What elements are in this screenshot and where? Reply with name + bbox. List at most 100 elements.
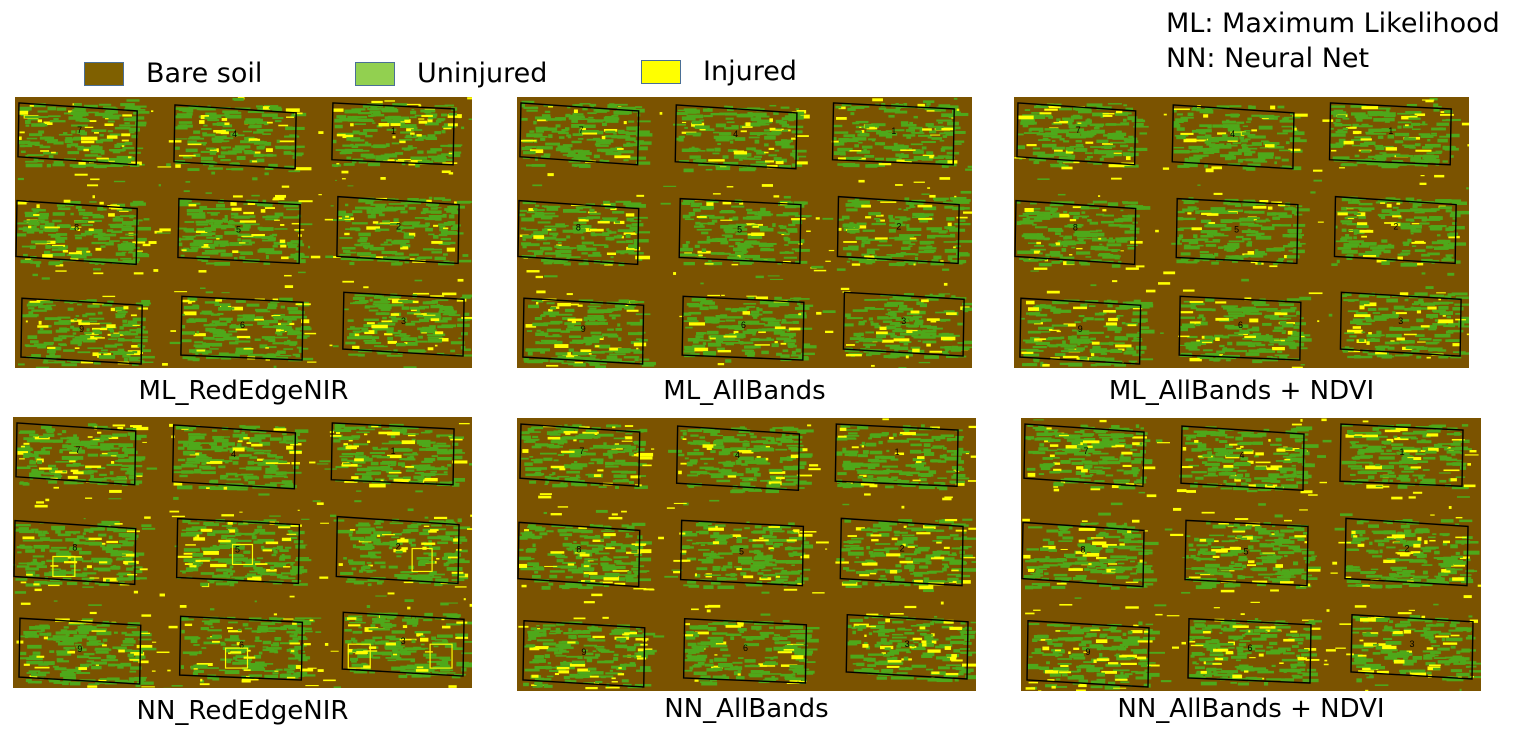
caption-ml-allbands-ndvi: ML_AllBands + NDVI: [1108, 376, 1375, 406]
plot-outline: [1187, 617, 1312, 684]
plot-label: 3: [901, 316, 906, 326]
plot-outline: [831, 102, 955, 166]
plot-outline: [178, 615, 304, 681]
plot-outline: [522, 297, 645, 365]
sample-box: [231, 543, 254, 566]
bare-soil-swatch: [84, 61, 124, 86]
plot-label: 9: [79, 324, 84, 334]
plot-label: 2: [1404, 543, 1409, 553]
plot-outline: [1014, 199, 1137, 266]
plot-label: 2: [900, 543, 905, 553]
classification-map: 7 4 1 8 5 2 9 6 3: [13, 417, 472, 688]
plot-outline: [173, 104, 297, 170]
abbrev-nn: NN: Neural Net: [1166, 43, 1370, 74]
plot-outline: [331, 102, 455, 166]
plot-outline: [839, 517, 964, 587]
legend-label-injured: Injured: [703, 56, 797, 87]
plot-outline: [180, 295, 304, 361]
plot-outline: [842, 291, 965, 357]
plot-label: 6: [240, 320, 245, 330]
panel-nn-allbands-ndvi: 7 4 1 8 5 2 9 6 3: [1021, 418, 1481, 691]
plot-label: 4: [733, 129, 738, 139]
legend-injured: Injured: [641, 56, 797, 87]
plot-outline: [1019, 297, 1142, 365]
plot-outline: [17, 102, 138, 166]
plot-outline: [177, 197, 301, 265]
plot-label: 1: [391, 126, 396, 136]
plot-label: 5: [236, 224, 241, 234]
classification-map: 7 4 1 8 5 2 9 6 3: [517, 418, 976, 691]
plot-outline: [1344, 517, 1469, 587]
plot-label: 2: [396, 221, 401, 231]
plot-outline: [1175, 197, 1299, 265]
plot-outline: [681, 295, 805, 361]
legend-bare-soil: Bare soil: [84, 58, 262, 89]
plot-label: 5: [739, 546, 744, 556]
plot-outline: [1333, 195, 1457, 265]
plot-label: 9: [581, 647, 586, 657]
panel-ml-allbands: 7 4 1 8 5 2 9 6 3: [517, 97, 972, 368]
plot-outline: [1339, 291, 1462, 357]
plot-outline: [522, 619, 646, 688]
plot-label: 9: [77, 644, 82, 654]
plot-outline: [20, 297, 143, 365]
plot-outline: [175, 517, 301, 585]
plot-label: 4: [735, 450, 740, 460]
plot-outline: [836, 195, 960, 265]
plot-outline: [15, 199, 138, 266]
plot-label: 8: [1080, 544, 1085, 554]
plot-label: 1: [891, 126, 896, 136]
vegetation-texture: [1014, 97, 1469, 368]
plot-outline: [1180, 425, 1305, 492]
plot-outline: [1023, 423, 1145, 488]
caption-ml-rededgenir: ML_RedEdgeNIR: [138, 376, 349, 406]
plot-outline: [1339, 423, 1464, 487]
plot-outline: [330, 422, 455, 486]
plot-label: 8: [1073, 222, 1078, 232]
plot-label: 7: [579, 125, 584, 135]
plot-label: 1: [1399, 447, 1404, 457]
plot-outline: [678, 197, 802, 265]
plot-label: 3: [1409, 639, 1414, 649]
plot-outline: [336, 195, 460, 265]
plot-label: 7: [77, 125, 82, 135]
plot-label: 2: [896, 221, 901, 231]
plot-label: 1: [391, 446, 396, 456]
caption-ml-allbands: ML_AllBands: [663, 376, 826, 406]
plot-outline: [517, 521, 641, 588]
plot-outline: [18, 617, 142, 685]
plot-label: 8: [74, 222, 79, 232]
plot-label: 4: [1239, 450, 1244, 460]
plot-label: 3: [401, 316, 406, 326]
plot-label: 9: [581, 324, 586, 334]
sample-box: [224, 647, 249, 669]
plot-outline: [834, 423, 959, 487]
plot-label: 4: [231, 449, 236, 459]
plot-label: 5: [1234, 224, 1239, 234]
legend-label-uninjured: Uninjured: [417, 58, 548, 89]
classification-map: 7 4 1 8 5 2 9 6 3: [1014, 97, 1469, 368]
plot-label: 7: [1083, 446, 1088, 456]
plot-label: 7: [75, 445, 80, 455]
plot-outline: [342, 291, 465, 357]
plot-outline: [679, 519, 805, 587]
plot-outline: [1328, 102, 1452, 166]
caption-nn-rededgenir: NN_RedEdgeNIR: [136, 696, 349, 726]
plot-outline: [845, 613, 969, 680]
sample-box: [347, 643, 371, 669]
sample-box: [429, 643, 453, 669]
plot-label: 6: [239, 640, 244, 650]
uninjured-swatch: [355, 61, 395, 86]
plot-label: 9: [1085, 647, 1090, 657]
plot-label: 4: [1230, 129, 1235, 139]
panel-nn-rededgenir: 7 4 1 8 5 2 9 6 3: [13, 417, 472, 688]
plot-outline: [675, 425, 801, 492]
plot-outline: [1178, 295, 1302, 361]
panel-nn-allbands: 7 4 1 8 5 2 9 6 3: [517, 418, 976, 691]
plot-outline: [171, 424, 297, 490]
plot-label: 5: [737, 224, 742, 234]
plot-outline: [674, 104, 798, 170]
plot-outline: [13, 519, 137, 586]
plot-label: 8: [576, 544, 581, 554]
plot-label: 9: [1078, 324, 1083, 334]
